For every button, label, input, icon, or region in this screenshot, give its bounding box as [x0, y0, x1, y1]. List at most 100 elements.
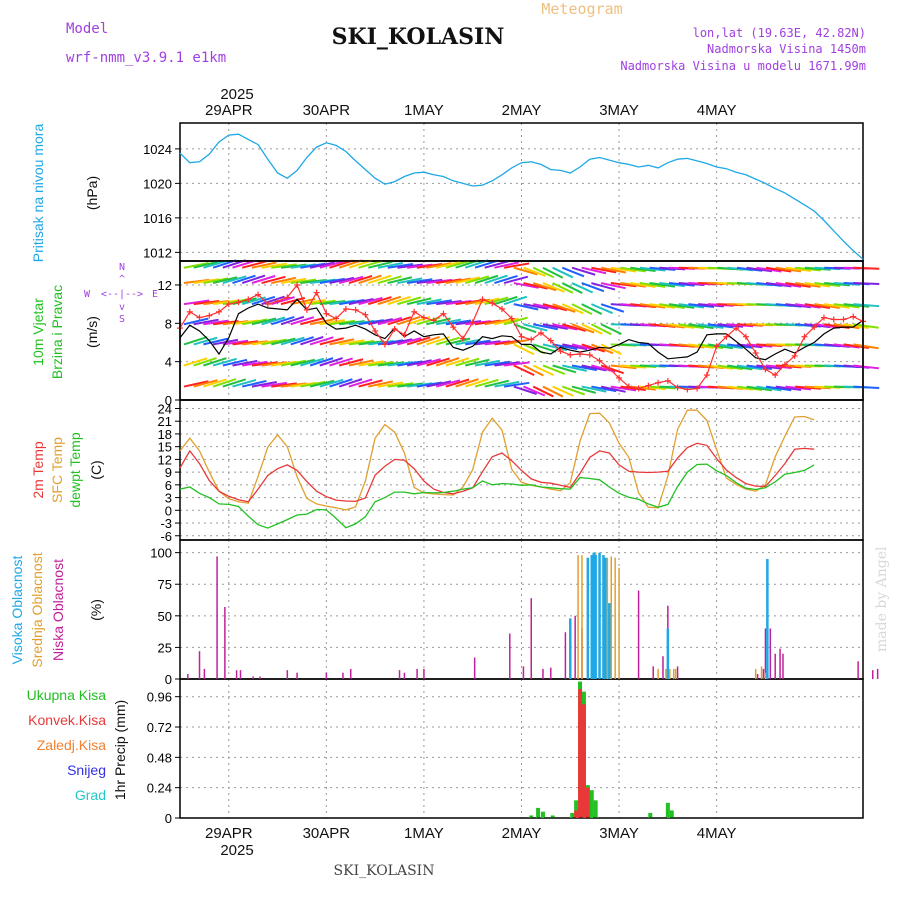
wind-arrow [406, 297, 432, 306]
wind-arrow [571, 364, 598, 372]
year-top: 2025 [220, 86, 253, 103]
date-label-top: 1MAY [404, 102, 444, 119]
y-tick-label: 24 [158, 401, 172, 416]
clouds-frame [179, 539, 864, 680]
wind-arrow [853, 343, 879, 350]
wind-arrow [358, 274, 382, 284]
wind-arrow [232, 378, 257, 388]
wind-arrow [397, 277, 423, 285]
wind-arrow [261, 338, 287, 346]
wind-arrow [765, 266, 792, 273]
watermark: made by Angel [874, 546, 890, 652]
wind-arrow [367, 274, 392, 285]
wind-arrow [358, 360, 384, 367]
y-tick-label: 0 [165, 672, 172, 687]
wind-arrow [503, 361, 530, 367]
total-precip-bar [536, 807, 541, 818]
total-precip-bar [648, 812, 653, 818]
wind-arrow [474, 378, 499, 388]
wind-arrow [426, 262, 452, 269]
wind-arrow [678, 323, 705, 330]
wind-arrow [688, 303, 715, 308]
compass-south: S [119, 314, 125, 325]
wind-arrow [212, 320, 239, 326]
wind-arrow [397, 263, 423, 269]
wind-arrow [309, 299, 336, 306]
wind-arrow [581, 385, 607, 393]
wind-arrow [697, 343, 724, 350]
wind-arrow [542, 343, 568, 352]
wind-arrow [532, 266, 555, 279]
wind-arrow [300, 278, 327, 285]
wind-arrow [814, 323, 841, 329]
wind-arrow [484, 274, 508, 284]
wind-arrow [465, 358, 490, 367]
wind-arrow [581, 343, 606, 353]
wind-arrow [523, 385, 546, 397]
wind-arrow [338, 275, 364, 285]
wind-arrow [290, 336, 314, 346]
wind-arrow [523, 282, 548, 290]
date-label-bottom: 30APR [303, 825, 351, 842]
wind-arrow [397, 382, 424, 388]
wind-arrow [455, 357, 480, 367]
compass-arrow-up: ^ [119, 274, 125, 285]
wind-arrow [436, 299, 462, 306]
wind-arrow [212, 378, 237, 388]
wind-arrow [503, 316, 528, 326]
wind-arrow [503, 295, 528, 306]
wind-arrow [814, 282, 841, 287]
pressure-panel: 1012 1016 1020 1024 [143, 122, 864, 262]
date-label-bottom: 1MAY [404, 825, 444, 842]
wind-arrow [591, 282, 616, 291]
wind-arrow [494, 295, 518, 306]
wind-arrow [533, 323, 559, 331]
wind-arrow [261, 275, 286, 285]
wind-arrow [426, 357, 450, 367]
wind-arrow [824, 303, 850, 309]
2m-temp-line [179, 442, 815, 503]
wind-arrow [727, 343, 753, 349]
y-tick-label: 0 [165, 811, 172, 826]
wind-arrow [426, 317, 451, 326]
wind-arrow [368, 361, 394, 367]
wind-arrow [503, 381, 530, 388]
wind-arrow [455, 320, 482, 326]
pressure-line [179, 133, 864, 260]
wind-arrow [581, 266, 607, 275]
wind-arrow [649, 303, 675, 309]
convective-precip-bar [585, 787, 590, 818]
wind-arrow [280, 315, 305, 326]
wind-arrow [668, 323, 695, 329]
wind-arrow [785, 266, 811, 272]
y-tick-label: 25 [158, 640, 172, 655]
wind-arrow [571, 323, 595, 334]
wind-arrow [571, 266, 596, 276]
wind-arrow [387, 382, 414, 388]
y-tick-label: 12 [158, 278, 172, 293]
date-label-top: 2MAY [502, 102, 542, 119]
wind-arrow [280, 336, 305, 346]
temp-ylabel-sfc: SFC Temp [49, 437, 65, 503]
convective-precip-bar [574, 810, 579, 818]
wind-arrow [591, 385, 617, 393]
wind-arrow [581, 364, 607, 372]
wind-arrow [193, 299, 220, 306]
cloud-unit: (%) [88, 599, 104, 621]
y-tick-label: 21 [158, 414, 172, 429]
wind-arrow [319, 277, 346, 285]
wind-arrow [300, 317, 325, 326]
y-tick-label: 8 [165, 316, 172, 331]
wind-arrow [368, 260, 393, 269]
y-tick-label: 1012 [143, 245, 172, 260]
wind-arrow [300, 357, 325, 367]
wind-arrow [746, 266, 773, 273]
wind-arrow [746, 364, 773, 371]
wind-arrow [494, 317, 519, 326]
y-tick-label: 50 [158, 609, 172, 624]
wind-arrow [639, 303, 666, 309]
wind-arrow [484, 296, 509, 306]
wind-arrow [183, 261, 209, 269]
wind-arrow [571, 385, 597, 394]
total-precip-bar [529, 815, 534, 818]
